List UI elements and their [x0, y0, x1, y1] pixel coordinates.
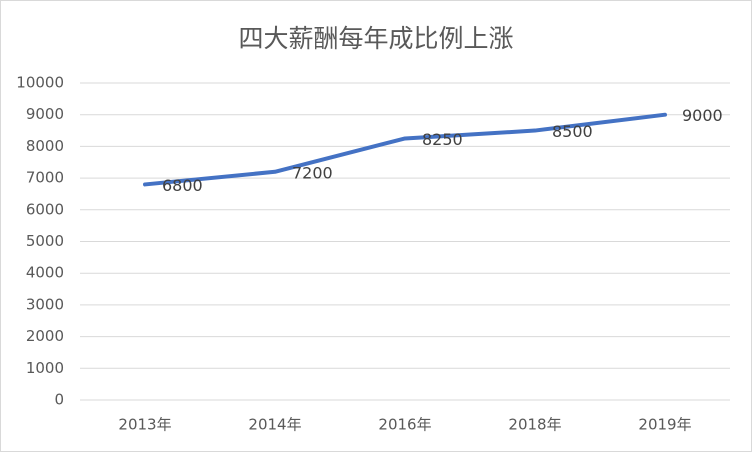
data-label: 8250	[422, 130, 463, 149]
y-tick-label: 3000	[26, 295, 64, 313]
data-label: 7200	[292, 163, 333, 182]
x-tick-label: 2016年	[378, 416, 431, 434]
x-tick-label: 2013年	[118, 416, 171, 434]
y-tick-label: 9000	[26, 105, 64, 123]
y-tick-label: 10000	[16, 74, 64, 92]
y-tick-label: 1000	[26, 359, 64, 377]
data-label: 6800	[162, 176, 203, 195]
y-tick-label: 0	[54, 391, 64, 409]
chart-title: 四大薪酬每年成比例上涨	[238, 24, 513, 53]
y-tick-label: 8000	[26, 137, 64, 155]
y-tick-label: 6000	[26, 200, 64, 218]
x-tick-label: 2014年	[248, 416, 301, 434]
y-tick-label: 4000	[26, 264, 64, 282]
data-label: 8500	[552, 122, 593, 141]
x-tick-label: 2018年	[508, 416, 561, 434]
y-tick-label: 5000	[26, 232, 64, 250]
y-tick-label: 7000	[26, 169, 64, 187]
data-label: 9000	[682, 106, 723, 125]
x-tick-label: 2019年	[638, 416, 691, 434]
y-tick-label: 2000	[26, 327, 64, 345]
line	[143, 112, 667, 187]
